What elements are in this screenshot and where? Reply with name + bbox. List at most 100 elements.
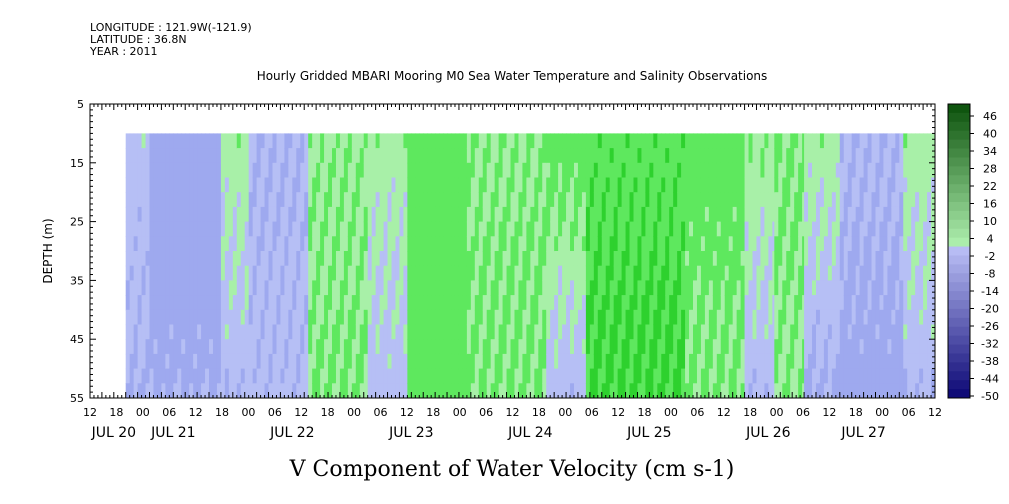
- heatmap-cell: [716, 133, 722, 149]
- heatmap-cell: [324, 265, 329, 281]
- colorbar-label: 16: [983, 198, 997, 211]
- heatmap-cell: [447, 162, 452, 179]
- heatmap-cell: [744, 383, 750, 398]
- heatmap-cell: [427, 353, 432, 370]
- heatmap-cell: [570, 192, 575, 208]
- heatmap-cell: [435, 177, 440, 193]
- heatmap-cell: [490, 177, 496, 193]
- heatmap-cell: [189, 236, 194, 252]
- heatmap-cell: [264, 133, 270, 149]
- heatmap-cell: [724, 324, 730, 340]
- heatmap-cell: [593, 251, 599, 267]
- heatmap-cell: [371, 280, 377, 296]
- heatmap-cell: [871, 265, 877, 281]
- heatmap-cell: [470, 383, 476, 398]
- heatmap-cell: [351, 280, 357, 296]
- heatmap-cell: [304, 353, 309, 370]
- colorbar-swatch: [948, 175, 970, 185]
- heatmap-cell: [391, 206, 397, 223]
- heatmap-cell: [466, 221, 472, 237]
- heatmap-cell: [149, 236, 155, 252]
- heatmap-cell: [716, 353, 722, 370]
- heatmap-cell: [339, 133, 345, 149]
- heatmap-cell: [423, 148, 428, 164]
- heatmap-cell: [708, 148, 714, 164]
- heatmap-cell: [482, 309, 488, 326]
- heatmap-cell: [847, 280, 853, 296]
- heatmap-cell: [752, 353, 758, 370]
- heatmap-cell: [387, 133, 393, 149]
- heatmap-cell: [427, 177, 432, 193]
- heatmap-cell: [867, 383, 873, 398]
- heatmap-cell: [482, 148, 488, 164]
- heatmap-cell: [764, 295, 769, 311]
- heatmap-cell: [919, 251, 924, 267]
- heatmap-cell: [141, 295, 147, 311]
- heatmap-cell: [621, 251, 627, 267]
- heatmap-cell: [145, 353, 151, 370]
- heatmap-cell: [514, 309, 520, 326]
- heatmap-cell: [145, 265, 151, 281]
- heatmap-cell: [514, 295, 520, 311]
- heatmap-cell: [209, 339, 214, 355]
- heatmap-cell: [177, 309, 182, 326]
- heatmap-cell: [470, 309, 476, 326]
- heatmap-cell: [470, 206, 476, 223]
- heatmap-cell: [601, 133, 607, 149]
- heatmap-cell: [332, 192, 337, 208]
- heatmap-cell: [359, 265, 365, 281]
- heatmap-cell: [443, 251, 448, 267]
- heatmap-cell: [359, 148, 365, 164]
- heatmap-cell: [653, 353, 658, 370]
- heatmap-cell: [332, 236, 337, 252]
- heatmap-cell: [782, 324, 787, 340]
- heatmap-cell: [486, 265, 492, 281]
- heatmap-cell: [534, 309, 539, 326]
- heatmap-cell: [458, 206, 464, 223]
- heatmap-cell: [216, 236, 222, 252]
- heatmap-cell: [716, 148, 722, 164]
- heatmap-cell: [621, 133, 627, 149]
- heatmap-cell: [931, 324, 935, 340]
- heatmap-cell: [498, 236, 504, 252]
- heatmap-cell: [276, 368, 282, 384]
- heatmap-cell: [744, 236, 750, 252]
- heatmap-cell: [316, 295, 321, 311]
- x-tick-label: 12: [189, 406, 203, 419]
- heatmap-cell: [724, 133, 730, 149]
- heatmap-cell: [145, 236, 151, 252]
- heatmap-cell: [153, 206, 159, 223]
- heatmap-cell: [232, 236, 238, 252]
- heatmap-cell: [649, 383, 654, 398]
- heatmap-cell: [458, 353, 464, 370]
- heatmap-cell: [669, 177, 674, 193]
- heatmap-cell: [288, 309, 293, 326]
- heatmap-cell: [494, 265, 500, 281]
- heatmap-cell: [728, 353, 734, 370]
- heatmap-cell: [272, 339, 278, 355]
- heatmap-cell: [760, 236, 766, 252]
- heatmap-cell: [181, 295, 186, 311]
- heatmap-cell: [831, 236, 837, 252]
- heatmap-cell: [911, 368, 916, 384]
- heatmap-cell: [911, 192, 916, 208]
- heatmap-cell: [798, 265, 803, 281]
- heatmap-cell: [835, 295, 841, 311]
- heatmap-cell: [728, 177, 734, 193]
- heatmap-cell: [693, 192, 698, 208]
- heatmap-cell: [645, 192, 650, 208]
- heatmap-cell: [205, 339, 210, 355]
- heatmap-cell: [637, 148, 643, 164]
- heatmap-cell: [165, 383, 170, 398]
- heatmap-cell: [494, 309, 500, 326]
- heatmap-cell: [581, 206, 587, 223]
- heatmap-cell: [391, 265, 397, 281]
- colorbar-label: -32: [981, 338, 999, 351]
- heatmap-cell: [236, 265, 242, 281]
- heatmap-cell: [431, 339, 436, 355]
- heatmap-cell: [482, 295, 488, 311]
- heatmap-cell: [736, 353, 742, 370]
- heatmap-cell: [478, 251, 484, 267]
- heatmap-cell: [466, 324, 472, 340]
- heatmap-cell: [605, 280, 611, 296]
